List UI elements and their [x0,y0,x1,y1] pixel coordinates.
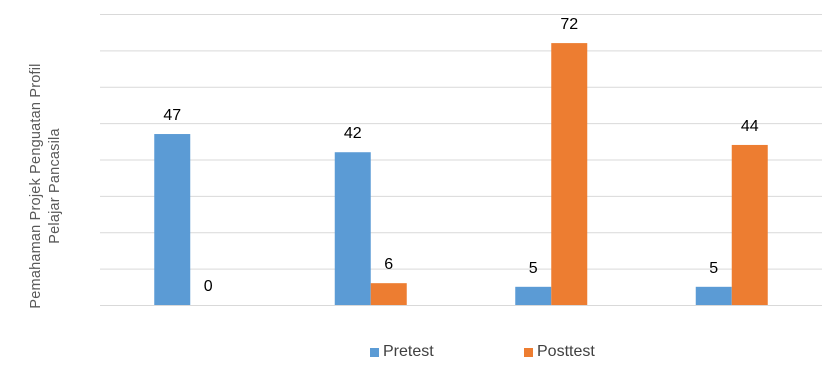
legend-swatch-posttest [524,347,533,357]
y-axis-title-line-1: Pemahaman Projek Penguatan Profil [28,63,44,309]
data-label-pretest-2: 42 [344,125,362,142]
bar-pretest-1 [154,134,191,305]
data-label-posttest-4: 44 [741,118,759,135]
bar-pretest-3 [515,286,552,305]
data-label-pretest-3: 5 [529,260,538,277]
data-label-posttest-2: 6 [384,256,393,273]
legend-label-pretest: Pretest [383,343,434,360]
legend-item-posttest: Posttest [524,343,595,361]
data-label-pretest-4: 5 [709,260,718,277]
bar-pretest-2 [334,152,371,305]
data-label-posttest-1: 0 [204,278,213,295]
legend-item-pretest: Pretest [370,343,434,361]
legend-swatch-pretest [370,347,379,357]
legend: Pretest Posttest [0,343,835,365]
bar-posttest-4 [731,144,768,305]
bar-pretest-4 [695,286,732,305]
y-axis-title-line-2: Pelajar Pancasila [47,128,63,244]
legend-label-posttest: Posttest [537,343,595,360]
data-label-pretest-1: 47 [163,107,181,124]
y-axis-title: Pemahaman Projek Penguatan Profil Pelaja… [0,0,80,365]
bar-posttest-2 [370,283,407,305]
data-label-posttest-3: 72 [560,16,578,33]
bar-posttest-3 [551,43,588,305]
